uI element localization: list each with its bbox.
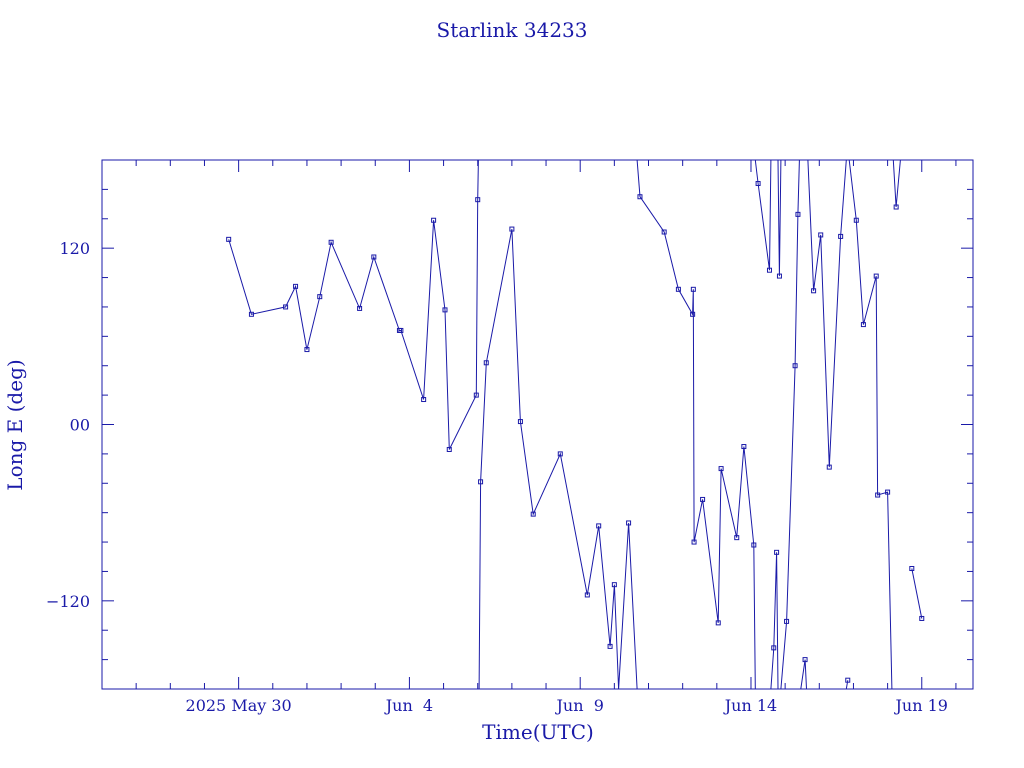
data-point	[473, 392, 479, 398]
x-tick-label: 2025 May 30	[186, 696, 292, 715]
data-point	[398, 327, 404, 333]
x-axis-tick-labels: 2025 May 30 Jun 4 Jun 9 Jun 14 Jun 19	[186, 696, 948, 715]
data-point	[885, 489, 891, 495]
data-point	[517, 419, 523, 425]
data-point	[637, 194, 643, 200]
data-point	[675, 286, 681, 292]
data-point	[317, 294, 323, 300]
data-point	[293, 283, 299, 289]
data-point	[818, 232, 824, 238]
data-point	[734, 535, 740, 541]
y-axis-tick-labels: −120 00 120	[46, 239, 90, 611]
data-point	[893, 204, 899, 210]
data-point	[795, 211, 801, 217]
data-point	[774, 549, 780, 555]
data-point	[718, 466, 724, 472]
data-point	[845, 677, 851, 683]
data-point	[766, 267, 772, 273]
y-tick-label: −120	[46, 592, 90, 611]
data-point	[811, 288, 817, 294]
data-point	[715, 620, 721, 626]
y-axis-ticks	[102, 188, 973, 661]
data-point	[478, 479, 484, 485]
data-point	[826, 464, 832, 470]
data-point	[776, 273, 782, 279]
data-point	[792, 363, 798, 369]
data-point	[873, 273, 879, 279]
series-line	[911, 568, 923, 619]
series-line	[807, 159, 847, 468]
data-point	[509, 226, 515, 232]
data-point	[557, 451, 563, 457]
series-line	[848, 159, 893, 690]
series-line	[777, 159, 782, 277]
data-point	[304, 347, 310, 353]
series-line	[770, 552, 779, 690]
data-point	[248, 311, 254, 317]
data-point	[283, 304, 289, 310]
series-line	[478, 229, 638, 690]
data-point	[802, 657, 808, 663]
data-point	[853, 217, 859, 223]
chart-title: Starlink 34233	[437, 18, 588, 42]
y-tick-label: 120	[59, 239, 90, 258]
data-point	[530, 511, 536, 517]
series-line	[892, 159, 901, 208]
data-point	[690, 286, 696, 292]
data-point	[838, 233, 844, 239]
data-point	[909, 566, 915, 572]
x-axis-ticks	[135, 160, 957, 689]
data-point	[661, 229, 667, 235]
x-tick-label: Jun 19	[894, 696, 948, 715]
data-point	[328, 239, 334, 245]
series-line	[228, 159, 479, 450]
x-tick-label: Jun 4	[384, 696, 433, 715]
data-point	[860, 322, 866, 328]
series-line	[754, 159, 772, 271]
data-point	[771, 645, 777, 651]
data-point	[596, 523, 602, 529]
data-point	[483, 360, 489, 366]
y-tick-label: 00	[70, 416, 90, 435]
series-line	[780, 159, 800, 690]
data-point	[691, 539, 697, 545]
data-point	[626, 520, 632, 526]
data-point	[755, 181, 761, 187]
y-axis-label: Long E (deg)	[3, 359, 27, 490]
data-point	[421, 397, 427, 403]
series-line	[636, 159, 756, 690]
data-point	[751, 542, 757, 548]
data-point	[919, 615, 925, 621]
series-line	[845, 680, 849, 690]
data-point	[607, 643, 613, 649]
data-point	[226, 236, 232, 242]
x-tick-label: Jun 9	[555, 696, 604, 715]
series-line	[800, 659, 807, 690]
data-point	[690, 311, 696, 317]
data-point	[431, 217, 437, 223]
data-point	[584, 592, 590, 598]
data-point	[442, 307, 448, 313]
data-point	[357, 305, 363, 311]
data-point	[741, 444, 747, 450]
data-point	[611, 582, 617, 588]
data-point	[446, 446, 452, 452]
data-point	[700, 496, 706, 502]
x-tick-label: Jun 14	[723, 696, 777, 715]
series-longitude	[226, 159, 925, 690]
data-point	[475, 197, 481, 203]
x-axis-label: Time(UTC)	[482, 720, 594, 744]
data-point	[875, 492, 881, 498]
plot-frame	[101, 159, 974, 690]
data-point	[784, 618, 790, 624]
data-point	[371, 254, 377, 260]
